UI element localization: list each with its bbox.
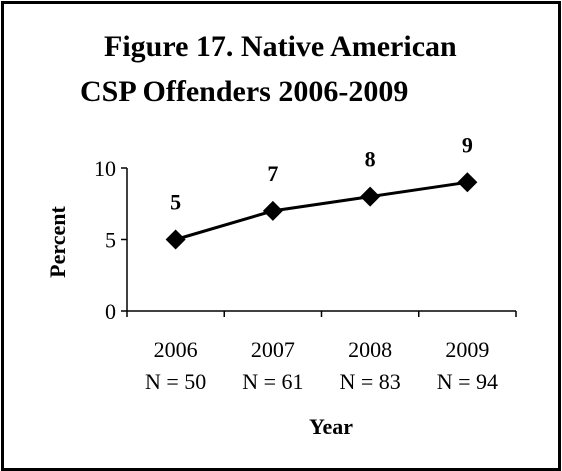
x-tick-sublabel: N = 83 (339, 369, 400, 394)
data-label: 7 (267, 161, 278, 186)
data-point (457, 172, 478, 193)
x-tick-sublabel: N = 94 (437, 369, 498, 394)
y-tick-label: 5 (105, 228, 116, 253)
x-tick-label: 2006 (154, 337, 198, 362)
data-point (262, 200, 283, 221)
x-tick-sublabel: N = 61 (242, 369, 303, 394)
data-point (360, 186, 381, 207)
y-axis-title: Percent (45, 206, 70, 278)
x-tick-label: 2009 (445, 337, 489, 362)
x-axis-title: Year (309, 414, 353, 439)
data-label: 5 (170, 190, 181, 215)
series-layer: 5 7 8 9 (165, 132, 478, 250)
data-label: 8 (365, 147, 376, 172)
series-line (175, 180, 468, 241)
y-tick-label: 10 (94, 156, 116, 181)
data-label: 9 (462, 132, 473, 157)
chart-title-line-1: Figure 17. Native American (104, 30, 457, 63)
chart-title-line-2: CSP Offenders 2006-2009 (80, 75, 408, 108)
x-tick-label: 2008 (348, 337, 392, 362)
data-point (165, 229, 186, 250)
x-ticks: 2006 N = 50 2007 N = 61 2008 N = 83 2009 N = 94 (126, 311, 517, 394)
x-tick-sublabel: N = 50 (145, 369, 206, 394)
y-tick-label: 0 (105, 299, 116, 324)
y-ticks: 0 5 10 (94, 156, 127, 324)
x-tick-label: 2007 (251, 337, 295, 362)
